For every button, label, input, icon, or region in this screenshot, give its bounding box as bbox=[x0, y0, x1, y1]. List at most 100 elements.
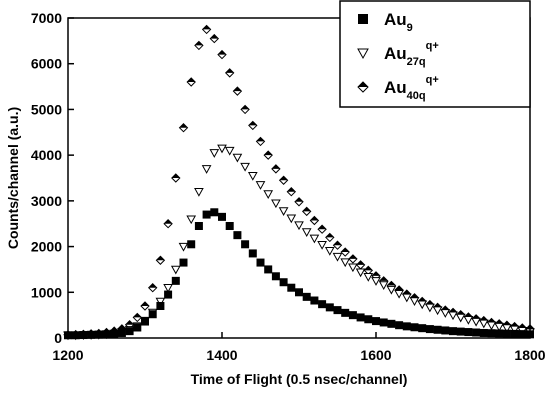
marker-diamond bbox=[217, 49, 227, 60]
marker-triangle bbox=[409, 297, 420, 307]
legend-superscript: q+ bbox=[426, 40, 439, 52]
diamond-fill bbox=[133, 313, 142, 318]
legend-label: Au40qq+ bbox=[384, 74, 439, 102]
x-tick-label: 1400 bbox=[206, 347, 237, 363]
marker-diamond bbox=[348, 254, 358, 264]
marker-diamond bbox=[140, 301, 150, 311]
marker-square bbox=[418, 324, 427, 333]
marker-triangle bbox=[401, 293, 412, 303]
diamond-fill bbox=[495, 319, 504, 324]
y-tick-label: 4000 bbox=[31, 147, 62, 163]
marker-diamond bbox=[317, 224, 327, 234]
marker-triangle bbox=[224, 146, 235, 156]
diamond-fill bbox=[433, 303, 442, 308]
marker-diamond bbox=[171, 173, 181, 183]
marker-square bbox=[395, 321, 404, 330]
diamond-fill bbox=[379, 276, 388, 281]
marker-diamond bbox=[163, 219, 173, 229]
diamond-fill bbox=[194, 41, 203, 46]
marker-square bbox=[310, 296, 319, 305]
legend-name: Au bbox=[384, 44, 407, 63]
marker-square bbox=[194, 222, 203, 230]
marker-triangle bbox=[348, 263, 358, 273]
marker-triangle bbox=[394, 289, 404, 299]
marker-square bbox=[495, 329, 504, 338]
marker-triangle bbox=[278, 207, 289, 216]
diamond-fill bbox=[441, 306, 450, 311]
marker-square bbox=[71, 331, 80, 340]
marker-square bbox=[248, 249, 257, 258]
marker-triangle bbox=[178, 242, 189, 252]
marker-square bbox=[110, 329, 119, 338]
marker-square bbox=[125, 327, 134, 336]
marker-diamond bbox=[240, 104, 250, 115]
marker-diamond bbox=[286, 187, 297, 197]
marker-triangle bbox=[294, 221, 304, 231]
diamond-fill bbox=[356, 260, 365, 265]
diamond-fill bbox=[333, 241, 342, 246]
y-tick-label: 7000 bbox=[31, 10, 62, 26]
marker-diamond bbox=[155, 255, 166, 265]
marker-triangle bbox=[317, 241, 327, 250]
marker-square bbox=[341, 308, 350, 317]
diamond-fill bbox=[279, 176, 288, 181]
legend-superscript: q+ bbox=[426, 74, 439, 86]
marker-square bbox=[179, 258, 188, 267]
diamond-fill bbox=[341, 248, 350, 253]
marker-triangle bbox=[186, 215, 197, 225]
marker-triangle bbox=[455, 313, 466, 323]
marker-triangle bbox=[471, 317, 481, 327]
marker-square bbox=[133, 323, 142, 332]
marker-triangle bbox=[263, 190, 274, 200]
diamond-fill bbox=[187, 78, 196, 82]
diamond-fill bbox=[156, 256, 165, 261]
marker-triangle bbox=[170, 265, 181, 275]
marker-square bbox=[187, 240, 196, 249]
marker-triangle bbox=[432, 306, 443, 316]
marker-square bbox=[510, 329, 519, 338]
legend-label: Au27qq+ bbox=[384, 40, 439, 68]
y-tick-label: 1000 bbox=[31, 284, 62, 300]
marker-square bbox=[264, 265, 273, 274]
diamond-fill bbox=[449, 308, 457, 313]
diamond-fill bbox=[210, 34, 219, 39]
diamond-fill bbox=[518, 323, 527, 328]
marker-square bbox=[433, 325, 442, 334]
diamond-fill bbox=[402, 290, 411, 295]
marker-diamond bbox=[224, 68, 235, 78]
marker-triangle bbox=[486, 321, 497, 331]
diamond-fill bbox=[302, 207, 311, 212]
y-axis-title: Counts/channel (a.u.) bbox=[5, 107, 21, 249]
marker-diamond bbox=[309, 215, 320, 226]
marker-square bbox=[241, 240, 250, 249]
marker-triangle bbox=[286, 214, 297, 224]
marker-triangle bbox=[425, 303, 435, 313]
marker-square bbox=[141, 317, 149, 326]
diamond-fill bbox=[464, 312, 473, 317]
diamond-fill bbox=[395, 286, 404, 290]
diamond-fill bbox=[233, 87, 242, 92]
diamond-fill bbox=[125, 320, 134, 325]
marker-square bbox=[279, 278, 288, 287]
diamond-fill bbox=[502, 321, 511, 326]
diamond-fill bbox=[372, 271, 380, 276]
marker-diamond bbox=[232, 86, 243, 96]
marker-square bbox=[94, 330, 103, 339]
diamond-fill bbox=[202, 25, 211, 30]
y-tick-label: 6000 bbox=[31, 56, 62, 72]
marker-square bbox=[487, 329, 496, 338]
marker-triangle bbox=[324, 246, 335, 256]
marker-triangle bbox=[357, 48, 369, 60]
marker-diamond bbox=[209, 33, 220, 44]
diamond-fill bbox=[287, 187, 296, 192]
x-tick-label: 1200 bbox=[52, 347, 83, 363]
diamond-fill bbox=[325, 233, 334, 238]
marker-diamond bbox=[332, 240, 343, 250]
marker-square bbox=[379, 318, 388, 327]
diamond-fill bbox=[364, 266, 373, 271]
x-tick-label: 1800 bbox=[514, 347, 545, 363]
marker-diamond bbox=[201, 24, 212, 35]
marker-square bbox=[171, 276, 180, 285]
